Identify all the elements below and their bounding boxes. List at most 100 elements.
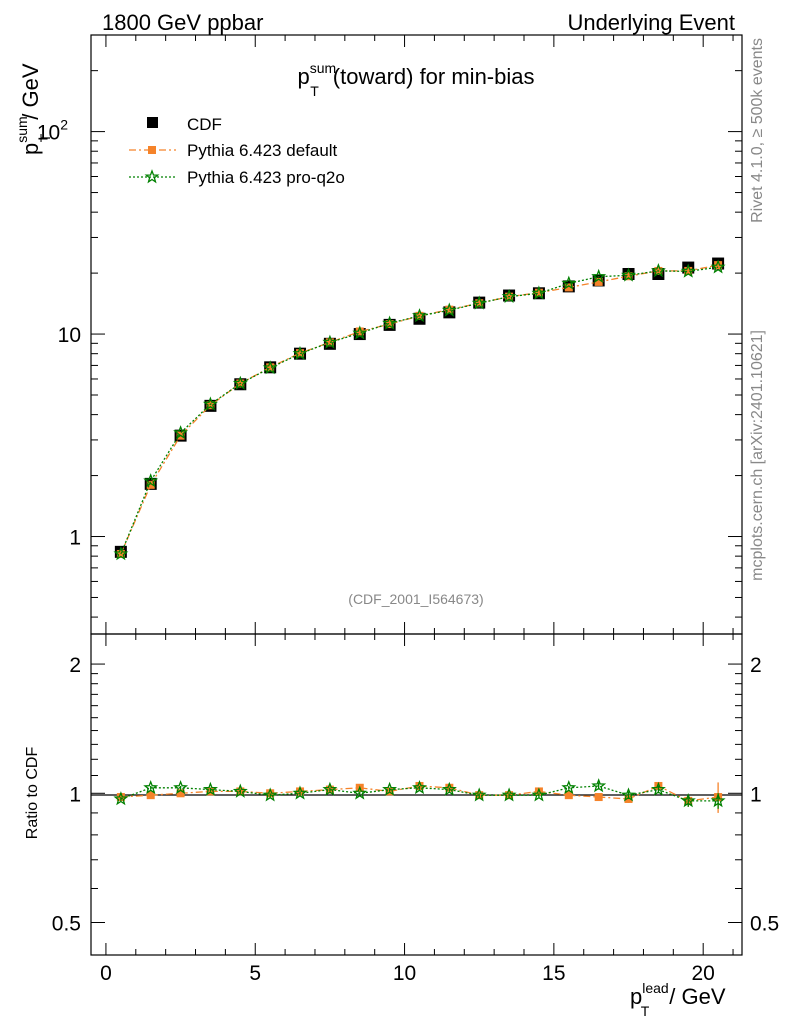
ratio-y-tick-label: 0.5: [52, 912, 81, 935]
x-axis-label: plead T / GeV: [630, 980, 726, 1019]
ratio-proq2o-point: [382, 781, 398, 796]
analysis-watermark: (CDF_2001_I564673): [348, 591, 483, 607]
proq2o-point: [143, 473, 159, 488]
main-data-layer: [113, 257, 726, 561]
ratio-y-label: Ratio to CDF: [24, 747, 41, 840]
proq2o-point: [531, 285, 547, 300]
legend-marker-cdf: [147, 117, 158, 128]
default-point: [475, 299, 484, 308]
proq2o-point: [591, 268, 607, 284]
ratio-proq2o-point: [680, 792, 696, 808]
proq2o-point: [412, 308, 427, 323]
default-point: [445, 305, 454, 314]
proq2o-series-line: [120, 266, 719, 555]
ratio-y-tick-label-right: 1: [750, 783, 762, 806]
legend-marker-default: [148, 146, 156, 154]
mcplots-label: mcplots.cern.ch [arXiv:2401.10621]: [749, 330, 766, 581]
main-y-tick-label: 1: [69, 527, 81, 550]
default-point: [534, 288, 543, 297]
default-point: [564, 283, 573, 292]
main-y-tick-label: 10: [58, 324, 81, 347]
ratio-default-point: [146, 791, 155, 800]
proq2o-point: [113, 546, 129, 561]
ratio-default-point: [534, 787, 543, 796]
proq2o-point: [621, 267, 636, 282]
x-tick-label: 10: [393, 962, 416, 985]
default-point: [594, 277, 603, 286]
ratio-y-tick-label-right: 2: [750, 654, 762, 677]
x-axis-label-sup: lead: [642, 980, 668, 996]
x-axis-label-p: p: [630, 984, 642, 1009]
ratio-default-point: [176, 789, 185, 798]
ratio-proq2o-point: [113, 791, 129, 806]
x-tick-label: 0: [100, 962, 112, 985]
legend-marker-proq2o: [144, 169, 160, 184]
ratio-y-tick-label: 1: [69, 783, 81, 806]
default-point: [206, 401, 215, 410]
default-point: [266, 363, 275, 372]
proq2o-point: [292, 345, 308, 360]
proq2o-point: [382, 315, 398, 330]
default-point: [355, 327, 364, 336]
ratio-proq2o-point: [561, 779, 577, 795]
main-y-label-p: p: [18, 143, 43, 155]
ratio-proq2o-point: [352, 785, 368, 800]
ratio-proq2o-point: [621, 787, 636, 802]
ratio-y-tick-label: 2: [69, 654, 81, 677]
plot-title-sup: sum: [310, 60, 336, 76]
proq2o-point: [471, 295, 487, 310]
ratio-y-tick-labels: 0.5 0.5 1 1 2 2: [52, 654, 779, 935]
default-point: [325, 338, 334, 347]
proq2o-point: [352, 325, 368, 340]
ratio-proq2o-point: [202, 781, 218, 796]
ratio-proq2o-point: [292, 785, 308, 800]
proq2o-point: [710, 259, 726, 274]
ratio-proq2o-point: [531, 787, 547, 802]
ratio-default-point: [564, 791, 573, 800]
x-tick-label: 5: [249, 962, 261, 985]
rivet-label: Rivet 4.1.0, ≥ 500k events: [749, 38, 766, 223]
ratio-proq2o-point: [143, 779, 159, 795]
proq2o-point: [501, 288, 517, 303]
ratio-proq2o-point: [441, 781, 457, 796]
main-y-label: psum T / GeV: [14, 63, 53, 155]
ratio-proq2o-point: [232, 783, 248, 798]
x-tick-labels: 0 5 10 15 20: [100, 962, 715, 985]
ratio-proq2o-point: [412, 779, 427, 795]
proq2o-point: [561, 275, 577, 290]
plot-title-rest: (toward) for min-bias: [333, 64, 535, 89]
proq2o-point: [202, 396, 219, 411]
main-y-label-rest: / GeV: [18, 63, 43, 120]
ratio-proq2o-point: [173, 779, 189, 795]
ratio-proq2o-point: [501, 787, 517, 802]
x-axis-label-sub: T: [641, 1003, 650, 1019]
main-y-label-sup: sum: [14, 116, 30, 142]
default-point: [714, 261, 723, 270]
ratio-proq2o-point: [650, 781, 666, 796]
default-point: [624, 272, 633, 281]
ratio-y-tick-label-right: 0.5: [750, 912, 779, 935]
ratio-default-point: [594, 793, 603, 802]
ratio-proq2o-point: [262, 787, 278, 802]
default-point: [146, 480, 155, 489]
main-y-label-sub: T: [37, 133, 53, 142]
proq2o-point: [650, 263, 666, 278]
legend-label-cdf: CDF: [187, 115, 222, 134]
x-tick-label: 20: [691, 962, 714, 985]
header-left: 1800 GeV ppbar: [102, 10, 263, 35]
ratio-proq2o-point: [710, 793, 726, 808]
ratio-proq2o-point: [471, 787, 487, 802]
ratio-default-line: [120, 785, 719, 802]
x-tick-label: 15: [542, 962, 565, 985]
ratio-data-layer: [113, 778, 726, 813]
plot-title-p: p: [298, 64, 310, 89]
x-axis-label-rest: / GeV: [669, 984, 726, 1009]
ratio-proq2o-point: [322, 781, 338, 796]
legend-label-default: Pythia 6.423 default: [187, 141, 338, 160]
plot-title: psum T (toward) for min-bias: [298, 60, 535, 99]
proq2o-point: [680, 263, 696, 278]
proq2o-point: [232, 375, 248, 390]
proq2o-point: [441, 302, 457, 317]
